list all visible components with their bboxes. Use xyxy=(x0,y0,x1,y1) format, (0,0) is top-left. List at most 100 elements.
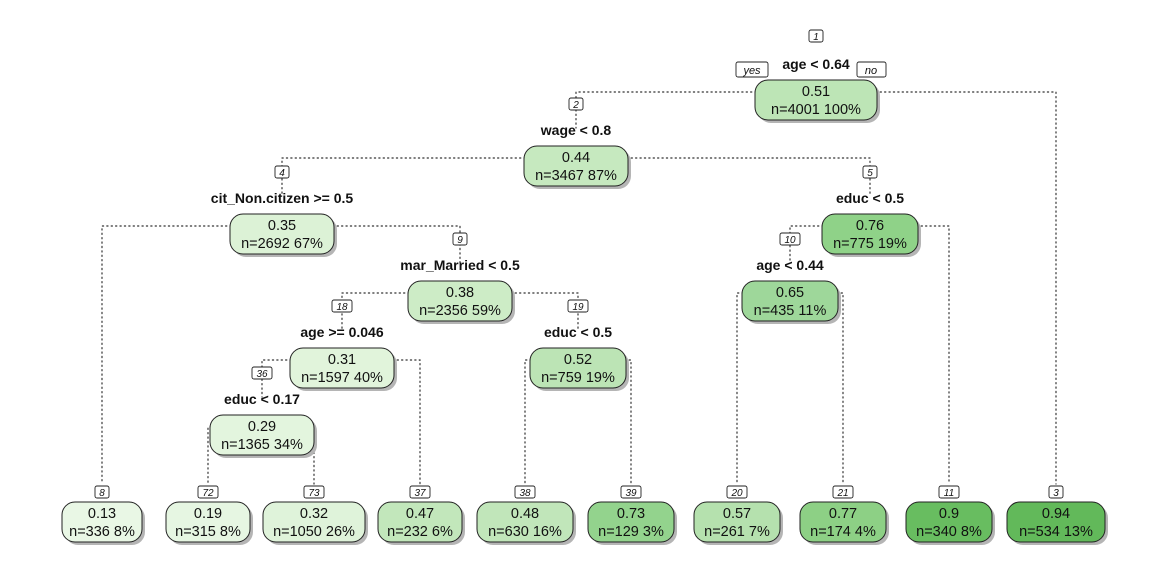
tree-edge-10-20 xyxy=(736,292,753,485)
node-id-box xyxy=(94,485,110,499)
node-split-rule: cit_Non.citizen >= 0.5 xyxy=(211,190,354,206)
tree-node-5: 0.76 n=775 19% 5 educ < 0.5 xyxy=(821,165,921,257)
tree-node-3: 0.94 n=534 13% 3 xyxy=(1006,485,1108,545)
node-id-box xyxy=(1048,485,1064,499)
node-box xyxy=(523,145,629,187)
branch-labels: yes no xyxy=(735,61,887,78)
tree-node-20: 0.57 n=261 7% 20 xyxy=(693,485,783,545)
tree-node-2: 0.44 n=3467 87% 2 wage < 0.8 xyxy=(523,97,631,189)
node-id-box xyxy=(303,485,325,499)
yes-label-box xyxy=(735,61,769,78)
tree-node-37: 0.47 n=232 6% 37 xyxy=(377,485,465,545)
node-value: 0.44 xyxy=(562,150,590,166)
tree-edge-4-8 xyxy=(101,225,241,485)
tree-node-1: 0.51 n=4001 100% 1 age < 0.64 xyxy=(754,29,880,123)
node-value: 0.29 xyxy=(248,419,276,435)
node-id-box xyxy=(726,485,748,499)
node-value: 0.9 xyxy=(939,506,959,522)
node-box xyxy=(407,280,513,322)
tree-edge-5-10 xyxy=(789,225,833,264)
tree-edge-2-4 xyxy=(281,157,535,197)
node-id-box xyxy=(251,366,273,380)
tree-node-4: 0.35 n=2692 67% 4 cit_Non.citizen >= 0.5 xyxy=(211,165,354,257)
node-split-rule: wage < 0.8 xyxy=(540,122,612,138)
node-id: 9 xyxy=(457,235,463,246)
node-box xyxy=(799,501,887,543)
node-id-box xyxy=(568,97,584,111)
node-id-box xyxy=(197,485,219,499)
node-id-box xyxy=(832,485,854,499)
node-id-box xyxy=(938,485,960,499)
node-box xyxy=(209,414,315,456)
tree-node-9: 0.38 n=2356 59% 9 mar_Married < 0.5 xyxy=(400,232,520,324)
tree-node-39: 0.73 n=129 3% 39 xyxy=(587,485,677,545)
node-count: n=4001 100% xyxy=(771,102,861,118)
node-value: 0.31 xyxy=(328,352,356,368)
node-value: 0.77 xyxy=(829,506,857,522)
node-value: 0.47 xyxy=(406,506,434,522)
node-count: n=336 8% xyxy=(69,524,135,540)
node-count: n=2356 59% xyxy=(419,303,501,319)
node-id: 18 xyxy=(336,302,348,313)
node-value: 0.51 xyxy=(802,84,830,100)
node-id: 73 xyxy=(308,488,320,499)
node-id: 2 xyxy=(572,100,579,111)
node-count: n=232 6% xyxy=(387,524,453,540)
node-id-box xyxy=(620,485,642,499)
node-split-rule: age < 0.44 xyxy=(756,257,824,273)
node-box xyxy=(476,501,574,543)
node-count: n=1365 34% xyxy=(221,437,303,453)
node-split-rule: educ < 0.17 xyxy=(224,391,300,407)
tree-edge-9-19 xyxy=(501,292,579,331)
node-split-rule: age < 0.64 xyxy=(782,56,850,72)
tree-node-19: 0.52 n=759 19% 19 educ < 0.5 xyxy=(529,299,629,391)
no-label: no xyxy=(865,65,877,77)
node-box xyxy=(61,501,143,543)
node-count: n=435 11% xyxy=(754,303,827,319)
node-box xyxy=(377,501,463,543)
node-count: n=1050 26% xyxy=(273,524,355,540)
node-id-box xyxy=(274,165,290,179)
node-box xyxy=(587,501,675,543)
tree-node-73: 0.32 n=1050 26% 73 xyxy=(262,485,368,545)
node-id: 21 xyxy=(836,488,848,499)
node-value: 0.65 xyxy=(776,285,804,301)
node-id: 5 xyxy=(867,168,873,179)
node-split-rule: educ < 0.5 xyxy=(836,190,904,206)
node-box xyxy=(1006,501,1106,543)
no-label-box xyxy=(856,61,887,78)
node-box xyxy=(165,501,251,543)
tree-edge-1-2 xyxy=(575,91,766,129)
node-box xyxy=(289,347,395,389)
node-box xyxy=(821,213,919,255)
node-box xyxy=(905,501,993,543)
node-count: n=315 8% xyxy=(175,524,241,540)
node-id-box xyxy=(331,299,353,313)
node-value: 0.94 xyxy=(1042,506,1070,522)
yes-label: yes xyxy=(742,65,761,77)
node-value: 0.48 xyxy=(511,506,539,522)
node-value: 0.13 xyxy=(88,506,116,522)
node-id-box xyxy=(779,232,801,246)
node-id-box xyxy=(862,165,878,179)
node-count: n=630 16% xyxy=(488,524,562,540)
node-count: n=129 3% xyxy=(598,524,664,540)
node-value: 0.52 xyxy=(564,352,592,368)
node-id: 10 xyxy=(784,235,796,246)
node-count: n=2692 67% xyxy=(241,236,323,252)
node-value: 0.32 xyxy=(300,506,328,522)
node-value: 0.57 xyxy=(723,506,751,522)
tree-node-11: 0.9 n=340 8% 11 xyxy=(905,485,995,545)
tree-nodes: 0.51 n=4001 100% 1 age < 0.64 0.44 n=3467 87%… xyxy=(61,29,1108,545)
node-box xyxy=(693,501,781,543)
node-box xyxy=(262,501,366,543)
node-id: 3 xyxy=(1053,488,1059,499)
node-id-box xyxy=(452,232,468,246)
node-count: n=534 13% xyxy=(1019,524,1093,540)
node-split-rule: mar_Married < 0.5 xyxy=(400,257,520,273)
tree-node-72: 0.19 n=315 8% 72 xyxy=(165,485,253,545)
node-id-box xyxy=(567,299,589,313)
node-id: 72 xyxy=(202,488,214,499)
node-value: 0.38 xyxy=(446,285,474,301)
